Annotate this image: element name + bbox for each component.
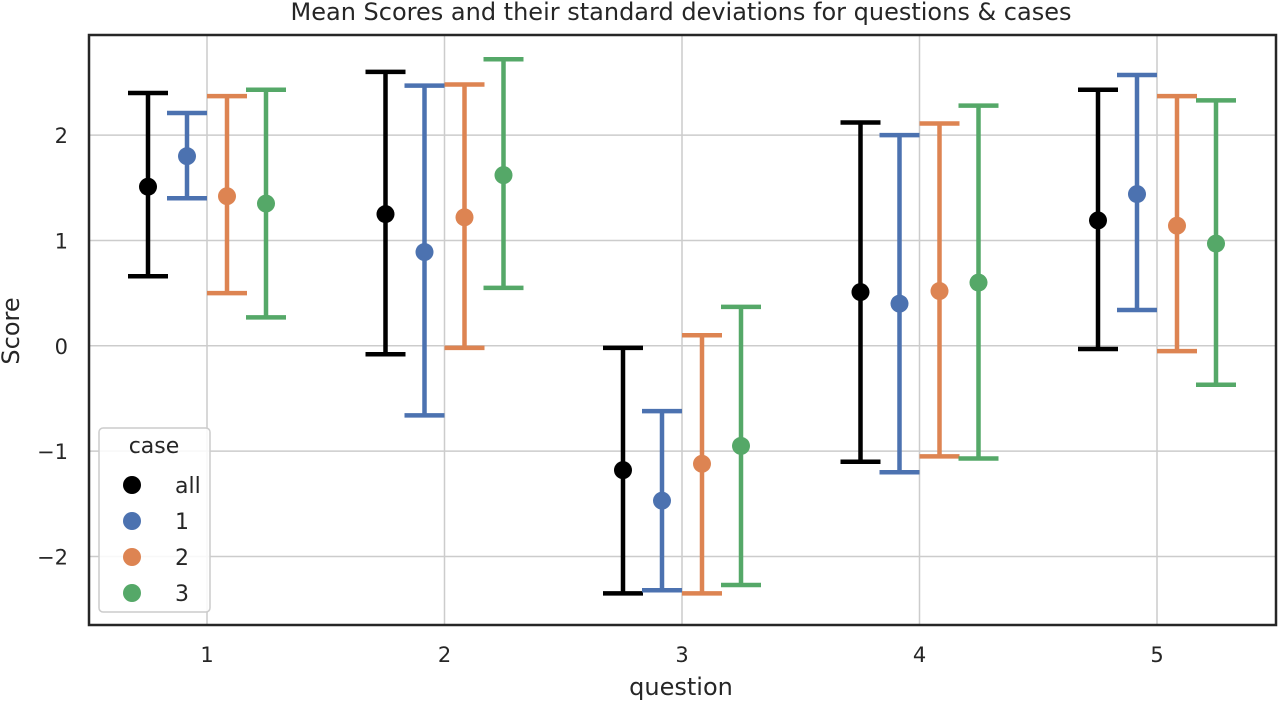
legend-label-all: all <box>175 474 201 499</box>
y-tick-label: −2 <box>37 546 68 570</box>
mean-point <box>218 187 236 206</box>
series-2 <box>207 82 1197 596</box>
x-tick-label: 4 <box>913 643 926 667</box>
legend: case all 1 2 3 <box>98 427 211 613</box>
legend-items: all 1 2 3 <box>123 474 201 607</box>
legend-box <box>98 427 211 613</box>
mean-point <box>1168 216 1186 235</box>
mean-point <box>376 205 395 224</box>
x-tick-labels: 1 2 3 4 5 <box>200 643 1163 667</box>
grid-lines <box>89 35 1276 625</box>
x-tick-label: 1 <box>200 643 213 667</box>
mean-point <box>455 208 474 227</box>
mean-point <box>257 194 275 213</box>
y-tick-label: 2 <box>55 124 68 148</box>
error-bars <box>128 56 1236 596</box>
y-tick-label: 0 <box>55 335 68 359</box>
mean-point <box>614 461 632 480</box>
mean-point <box>693 454 711 473</box>
y-axis-label: Score <box>0 297 25 364</box>
y-tick-label: −1 <box>37 440 68 464</box>
legend-marker-3 <box>123 584 141 602</box>
mean-point <box>732 436 750 455</box>
mean-point <box>1207 234 1225 253</box>
series-all <box>128 69 1118 596</box>
mean-point <box>139 177 157 196</box>
mean-point <box>415 243 434 262</box>
mean-point <box>851 283 870 302</box>
legend-title: case <box>129 434 180 459</box>
mean-point <box>969 273 988 292</box>
mean-point <box>178 147 196 166</box>
y-tick-label: 1 <box>55 229 68 253</box>
legend-label-2: 2 <box>175 546 189 571</box>
mean-point <box>1089 211 1107 230</box>
x-tick-label: 3 <box>675 643 688 667</box>
legend-marker-2 <box>123 548 141 566</box>
mean-point <box>1128 185 1146 204</box>
series-3 <box>246 56 1236 588</box>
mean-point <box>494 166 513 185</box>
y-tick-labels: −2 −1 0 1 2 <box>37 124 68 569</box>
series-1 <box>167 72 1157 593</box>
legend-label-1: 1 <box>175 510 189 535</box>
legend-marker-1 <box>123 512 141 530</box>
x-tick-label: 2 <box>438 643 451 667</box>
x-axis-label: question <box>629 673 733 701</box>
chart-title: Mean Scores and their standard deviation… <box>291 0 1072 26</box>
x-tick-label: 5 <box>1150 643 1163 667</box>
mean-point <box>653 491 671 510</box>
plot-frame <box>87 33 1278 627</box>
mean-point <box>930 282 949 301</box>
legend-marker-all <box>123 476 141 494</box>
legend-label-3: 3 <box>175 582 189 607</box>
mean-point <box>890 294 909 313</box>
